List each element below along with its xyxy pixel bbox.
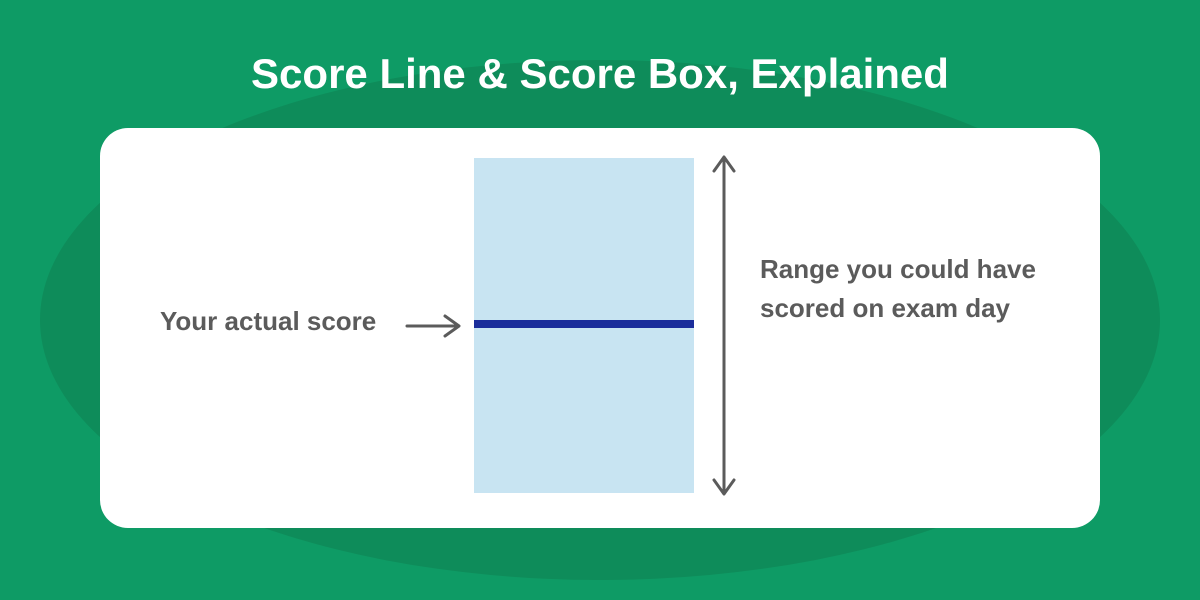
page-title: Score Line & Score Box, Explained xyxy=(0,50,1200,98)
actual-score-line xyxy=(474,320,694,328)
range-double-arrow-icon xyxy=(712,153,736,498)
actual-score-label: Your actual score xyxy=(160,306,376,337)
arrow-right-icon xyxy=(405,314,465,338)
explainer-card: Your actual score Range you could have s… xyxy=(100,128,1100,528)
range-label: Range you could have scored on exam day xyxy=(760,250,1060,328)
